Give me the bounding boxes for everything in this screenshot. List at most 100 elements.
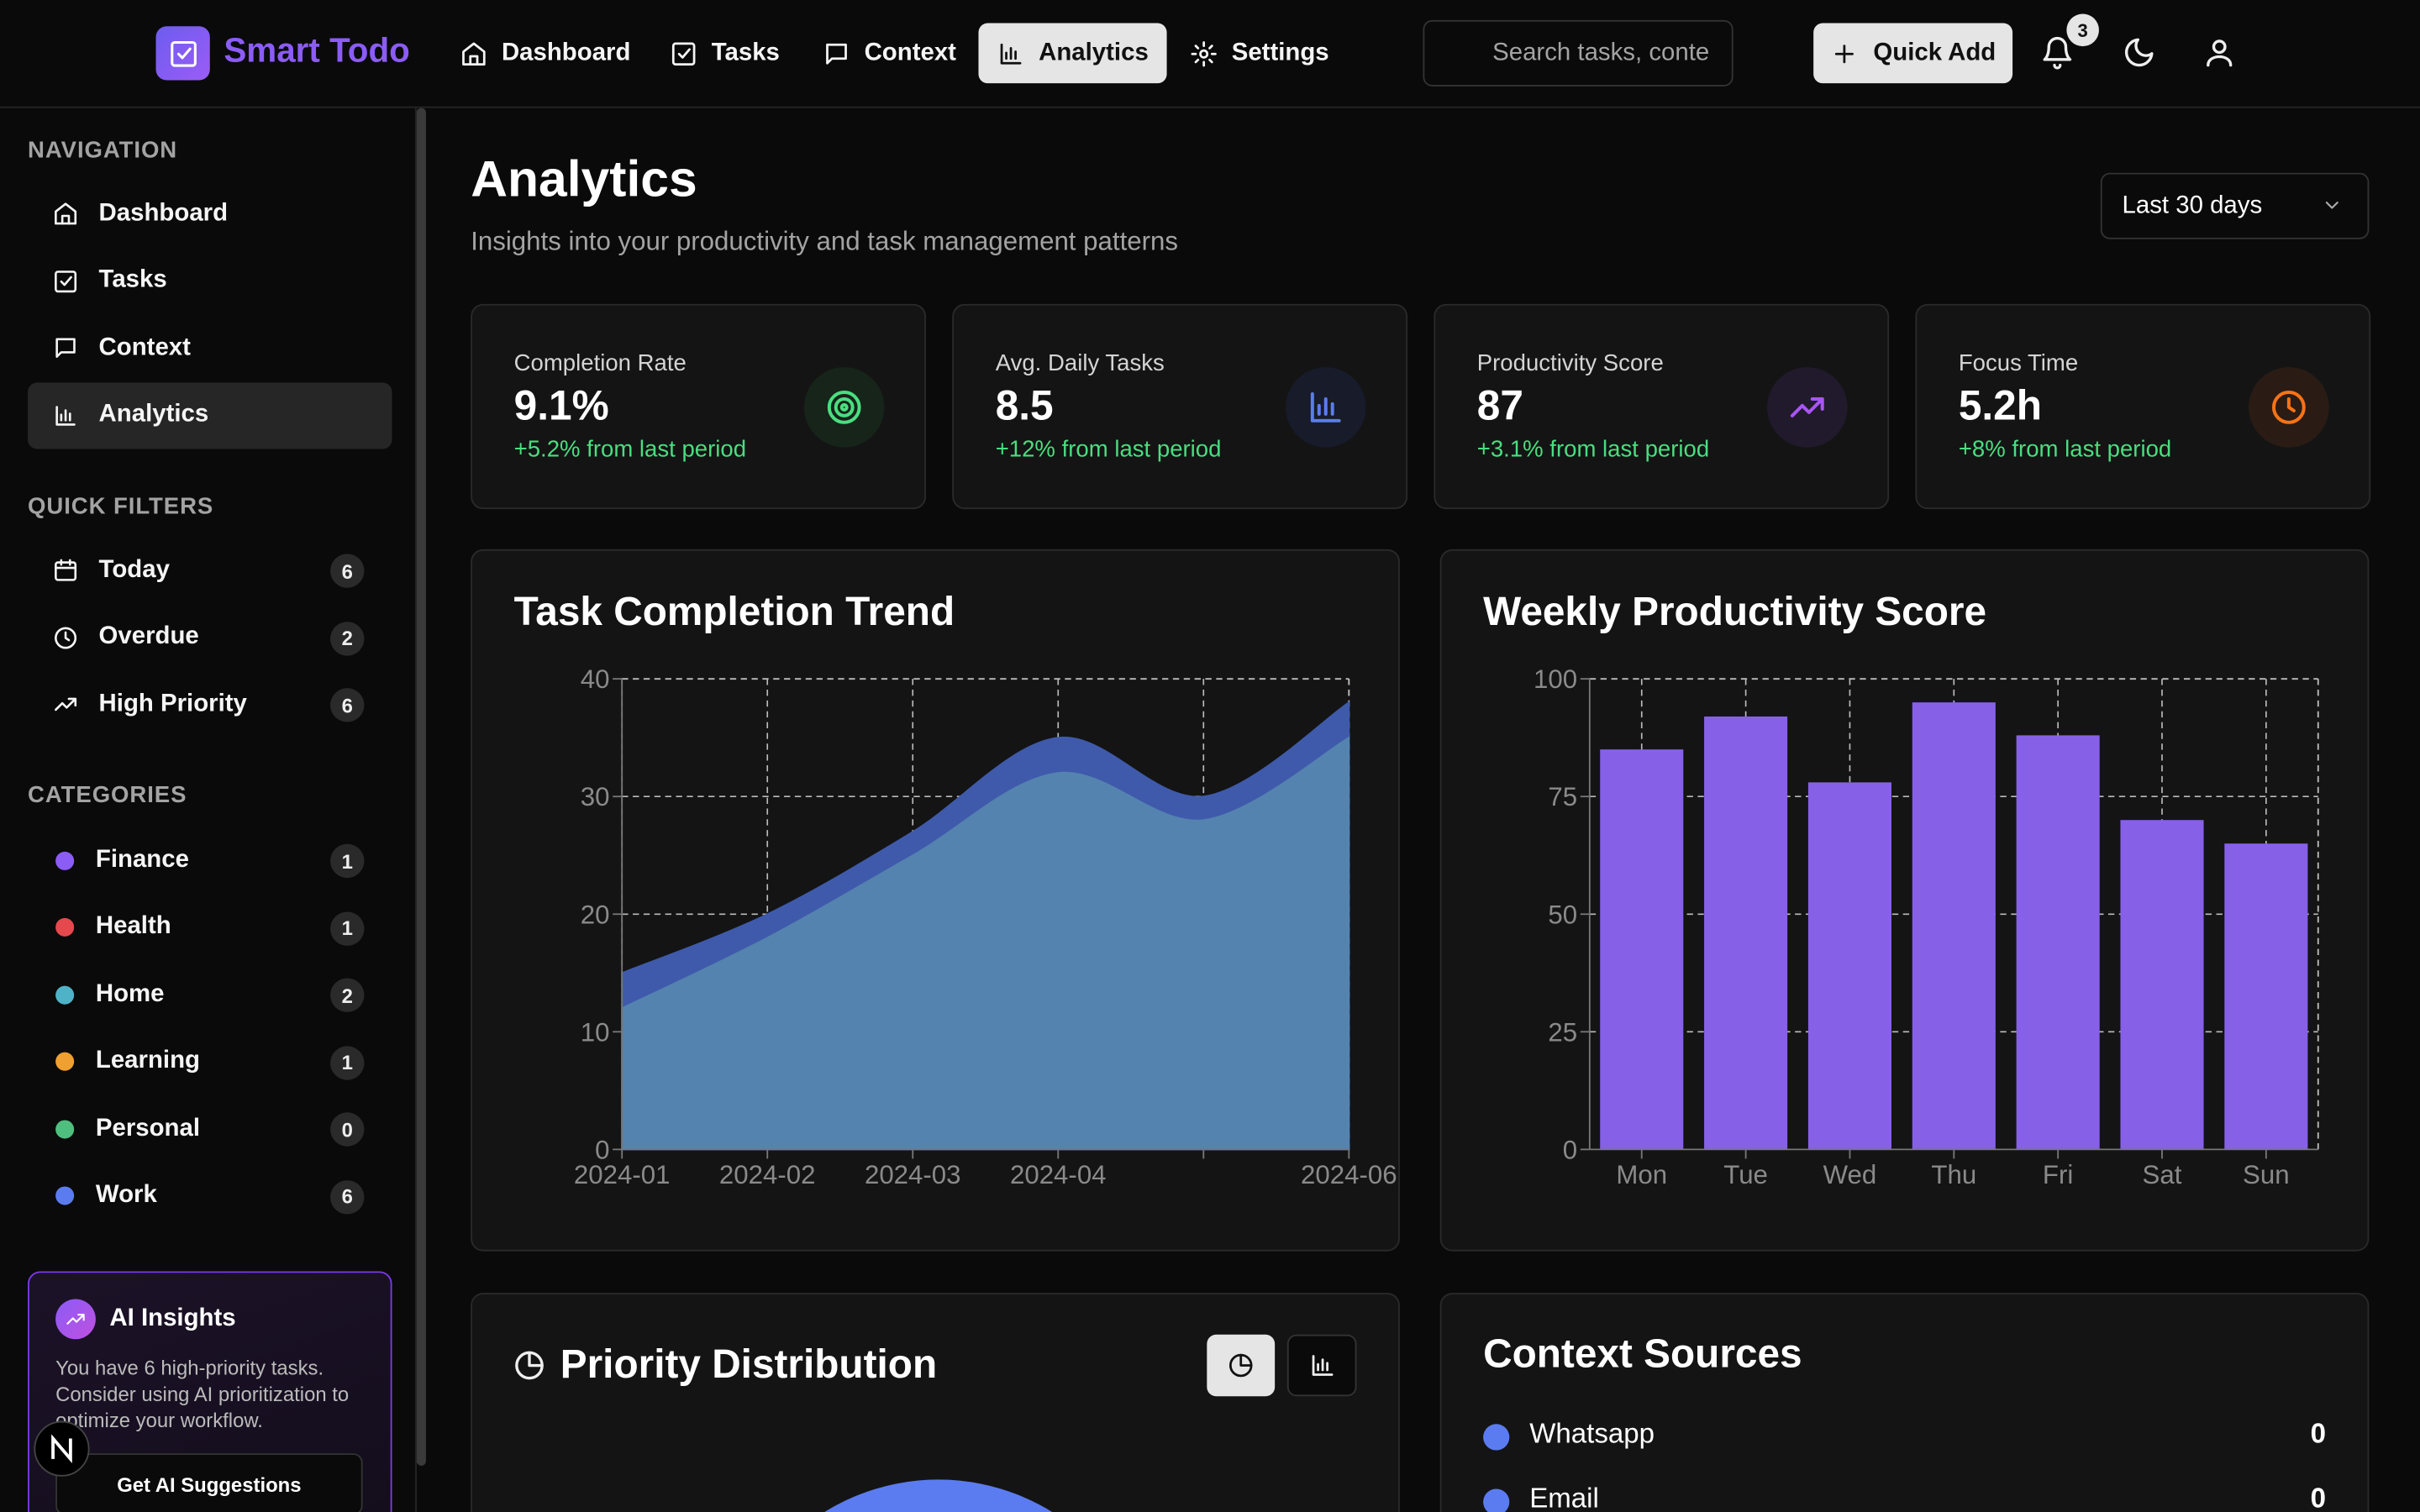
pie-toggle-icon <box>1228 1353 1253 1378</box>
category-dot <box>55 850 75 870</box>
x-tick-label: Fri <box>2043 1160 2073 1189</box>
ai-button[interactable]: Get AI Suggestions <box>55 1453 363 1512</box>
bell-icon[interactable] <box>2040 35 2074 70</box>
category[interactable]: Finance 1 <box>28 827 392 893</box>
category-label: Personal <box>95 1115 201 1142</box>
trend-icon <box>66 1313 85 1325</box>
y-tick-label: 10 <box>581 1017 610 1047</box>
target-icon <box>827 391 861 424</box>
bar-toggle[interactable] <box>1286 1334 1357 1397</box>
nav-item[interactable]: Dashboard <box>441 24 649 84</box>
search-box[interactable]: Search tasks, conte <box>1423 19 1733 87</box>
notification-badge: 3 <box>2066 13 2099 47</box>
x-tick-label: Tue <box>1723 1160 1768 1189</box>
nav-item[interactable]: Tasks <box>651 24 798 84</box>
side-nav-label: Dashboard <box>98 199 229 227</box>
stat-icon <box>1767 367 1848 448</box>
bar <box>1704 716 1788 1150</box>
nav-label: Context <box>864 39 956 66</box>
y-tick-label: 40 <box>581 664 610 694</box>
side-nav-item[interactable]: Tasks <box>28 248 392 314</box>
source-dot <box>1483 1488 1510 1512</box>
side-nav-item[interactable]: Dashboard <box>28 181 392 247</box>
quick-filter[interactable]: Overdue 2 <box>28 604 392 670</box>
category[interactable]: Home 2 <box>28 961 392 1027</box>
plus-icon <box>1834 44 1854 63</box>
x-tick-label: Sun <box>2243 1160 2290 1189</box>
trend-icon <box>55 697 77 711</box>
category-label: Work <box>95 1181 157 1209</box>
check-icon <box>55 270 77 292</box>
side-nav-item[interactable]: Analytics <box>28 381 392 449</box>
chart-title: Task Completion Trend <box>513 587 955 634</box>
category-label: Learning <box>95 1047 200 1074</box>
trend-icon <box>1790 396 1824 417</box>
side-nav-label: Context <box>98 333 191 360</box>
nav-item[interactable]: Settings <box>1171 24 1348 84</box>
category-count: 0 <box>330 1112 365 1147</box>
category-dot <box>55 1186 75 1205</box>
stat-label: Completion Rate <box>513 349 687 377</box>
chat-icon <box>826 42 847 64</box>
pie-toggle[interactable] <box>1207 1334 1276 1397</box>
range-select[interactable]: Last 30 days <box>2100 172 2370 239</box>
y-tick-label: 50 <box>1548 900 1577 929</box>
bars-icon <box>55 405 76 425</box>
section-title: CATEGORIES <box>28 782 187 809</box>
ai-title: AI Insights <box>109 1305 236 1332</box>
nav-label: Settings <box>1231 39 1329 66</box>
search-placeholder: Search tasks, conte <box>1492 39 1710 66</box>
ai-icon <box>55 1299 96 1340</box>
clock-icon <box>2271 391 2306 424</box>
page-subtitle: Insights into your productivity and task… <box>471 227 1179 256</box>
bar-toggle-icon <box>1311 1355 1333 1376</box>
category[interactable]: Health 1 <box>28 894 392 960</box>
side-nav-item[interactable]: Context <box>28 315 392 381</box>
brand[interactable]: Smart Todo <box>224 30 410 70</box>
x-tick-label: Thu <box>1931 1160 1976 1189</box>
quick-filter[interactable]: High Priority 6 <box>28 671 392 738</box>
y-tick-label: 25 <box>1548 1017 1577 1047</box>
stat-value: 9.1% <box>513 382 609 429</box>
logo[interactable] <box>155 26 210 81</box>
stat-change: +5.2% from last period <box>513 436 747 464</box>
stat-icon <box>803 367 885 448</box>
category-label: Home <box>95 980 165 1007</box>
priority-title: Priority Distribution <box>560 1341 938 1388</box>
stat-value: 8.5 <box>995 382 1054 429</box>
stat-icon <box>2249 367 2329 448</box>
bar <box>1912 702 1996 1150</box>
filter-label: Today <box>98 556 170 583</box>
quick-add-button[interactable]: Quick Add <box>1813 23 2013 84</box>
quick-filter[interactable]: Today 6 <box>28 537 392 603</box>
pie-icon <box>515 1351 544 1380</box>
stat-card: Focus Time 5.2h +8% from last period <box>1915 303 2371 510</box>
priority-card: Priority Distribution <box>471 1293 1400 1512</box>
y-tick-label: 30 <box>581 782 610 811</box>
category[interactable]: Work 6 <box>28 1163 392 1229</box>
filter-label: High Priority <box>98 690 247 717</box>
ai-text: You have 6 high-priority tasks. Consider… <box>55 1356 350 1432</box>
scrollbar[interactable] <box>416 108 426 1466</box>
pie-slice <box>722 1479 1155 1512</box>
nav-item[interactable]: Analytics <box>978 23 1167 84</box>
bar <box>2120 820 2204 1150</box>
stat-card: Productivity Score 87 +3.1% from last peri… <box>1434 303 1890 510</box>
category[interactable]: Learning 1 <box>28 1028 392 1095</box>
nav-item[interactable]: Context <box>804 24 975 84</box>
filter-count: 6 <box>330 688 365 722</box>
category-dot <box>55 984 75 1004</box>
category-dot <box>55 1119 75 1138</box>
nav-label: Analytics <box>1039 39 1149 66</box>
category-dot <box>55 1052 75 1071</box>
context-sources-card: Context Sources Whatsapp 0 Email 0 <box>1439 1293 2370 1512</box>
category[interactable]: Personal 0 <box>28 1095 392 1162</box>
context-title: Context Sources <box>1483 1330 1802 1377</box>
bar <box>1807 782 1891 1150</box>
user-menu[interactable] <box>2202 35 2236 69</box>
category-label: Health <box>95 913 171 940</box>
chart-card: Weekly Productivity Score <box>1439 549 2370 1252</box>
source-label: Whatsapp <box>1529 1417 1655 1449</box>
dev-indicator[interactable] <box>34 1420 90 1477</box>
theme-toggle[interactable] <box>2123 35 2156 69</box>
